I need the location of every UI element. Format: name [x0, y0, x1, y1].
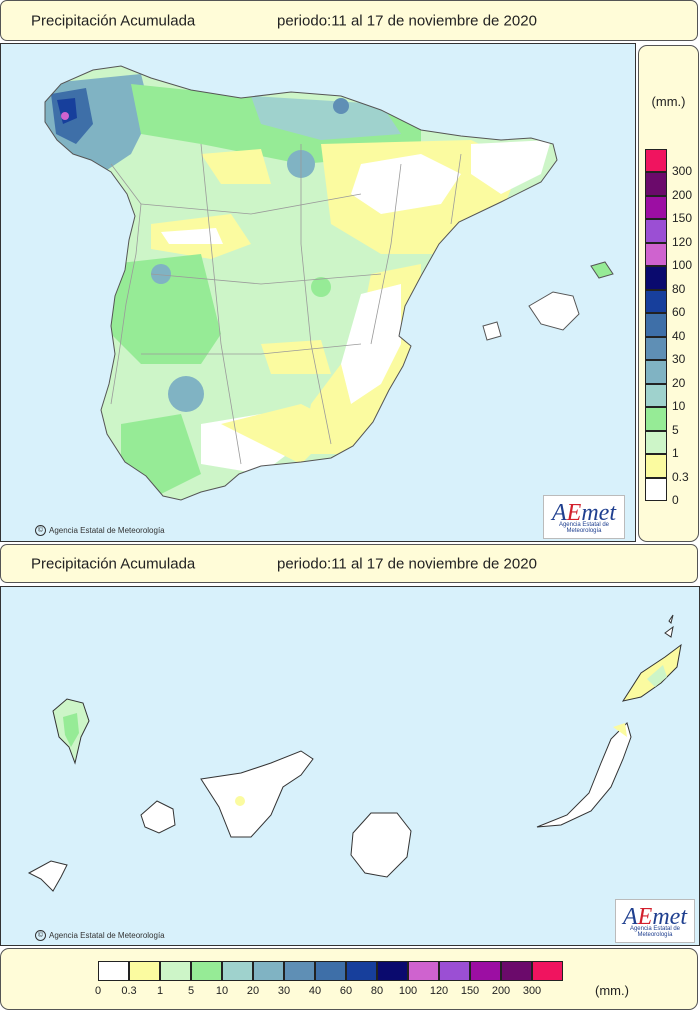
legend-label-120: 120 — [429, 985, 449, 997]
legend-swatch-40 — [315, 961, 346, 981]
legend-swatch-0 — [645, 477, 667, 501]
legend-label-300: 300 — [522, 985, 542, 997]
legend-label-80: 80 — [672, 281, 686, 296]
horizontal-legend-unit: (mm.) — [595, 983, 629, 998]
canarias-aemet-logo: AEmet Agencia Estatal de Meteorología — [615, 899, 695, 943]
legend-swatch-80 — [645, 266, 667, 290]
legend-label-200: 200 — [491, 985, 511, 997]
legend-swatch-80 — [377, 961, 408, 981]
vertical-legend: (mm.) 0 0.3 1 5 10 20 30 40 60 80 100 120 150 200 300 — [638, 45, 699, 542]
aemet-logo-subtitle: Agencia Estatal de Meteorología — [558, 522, 610, 534]
legend-swatch-20 — [253, 961, 284, 981]
horizontal-legend: 0 0.3 1 5 10 20 30 40 60 80 100 120 150 200 300 (mm.) — [0, 948, 698, 1010]
peninsula-map-graphic — [1, 44, 635, 541]
legend-label-40: 40 — [308, 985, 322, 997]
legend-label-1: 1 — [156, 985, 164, 997]
legend-label-80: 80 — [370, 985, 384, 997]
legend-swatch-10 — [222, 961, 253, 981]
legend-swatch-120 — [645, 219, 667, 243]
legend-label-0: 0 — [94, 985, 102, 997]
legend-swatch-40 — [645, 313, 667, 337]
canarias-title-bar: Precipitación Acumulada periodo:11 al 17… — [0, 544, 698, 583]
legend-swatch-100 — [408, 961, 439, 981]
canarias-map-graphic — [1, 587, 699, 945]
legend-swatch-60 — [346, 961, 377, 981]
peninsula-aemet-logo: AEmet Agencia Estatal de Meteorología — [543, 495, 625, 539]
legend-swatch-1 — [160, 961, 191, 981]
legend-swatch-200 — [501, 961, 532, 981]
peninsula-period-label: periodo:11 al 17 de noviembre de 2020 — [277, 12, 537, 29]
canarias-period-label: periodo:11 al 17 de noviembre de 2020 — [277, 555, 537, 572]
legend-swatch-120 — [439, 961, 470, 981]
legend-label-10: 10 — [672, 399, 686, 413]
canarias-credit: © Agencia Estatal de Meteorología — [35, 930, 165, 941]
legend-label-100: 100 — [672, 258, 693, 272]
legend-label-0.3: 0.3 — [121, 985, 137, 997]
legend-label-1: 1 — [672, 446, 679, 460]
aemet-logo-wordmark: AEmet — [623, 904, 687, 930]
vertical-legend-unit: (mm.) — [651, 94, 686, 109]
peninsula-map: © Agencia Estatal de Meteorología AEmet … — [0, 43, 636, 542]
aemet-logo-wordmark: AEmet — [552, 500, 616, 526]
legend-swatch-20 — [645, 360, 667, 384]
legend-label-0: 0 — [672, 493, 679, 507]
legend-label-40: 40 — [672, 328, 686, 343]
legend-label-20: 20 — [246, 985, 260, 997]
peninsula-credit-text: Agencia Estatal de Meteorología — [49, 526, 165, 535]
legend-swatch-0.3 — [129, 961, 160, 981]
legend-label-60: 60 — [672, 305, 686, 319]
legend-swatch-1 — [645, 430, 667, 454]
legend-swatch-300 — [532, 961, 563, 981]
legend-label-30: 30 — [672, 352, 686, 366]
legend-swatch-5 — [191, 961, 222, 981]
canarias-map-title: Precipitación Acumulada — [31, 555, 196, 572]
legend-swatch-60 — [645, 289, 667, 313]
copyright-icon: © — [35, 525, 46, 536]
legend-label-100: 100 — [398, 985, 418, 997]
peninsula-map-title: Precipitación Acumulada — [31, 12, 196, 29]
legend-swatch-5 — [645, 407, 667, 431]
legend-label-300: 300 — [672, 164, 693, 178]
aemet-logo-subtitle: Agencia Estatal de Meteorología — [629, 926, 681, 938]
legend-label-10: 10 — [215, 985, 229, 997]
legend-swatch-300 — [645, 148, 667, 172]
legend-swatch-0 — [98, 961, 129, 981]
legend-label-0.3: 0.3 — [672, 469, 689, 484]
peninsula-credit: © Agencia Estatal de Meteorología — [35, 525, 165, 536]
canarias-credit-text: Agencia Estatal de Meteorología — [49, 931, 165, 940]
legend-label-150: 150 — [672, 211, 693, 225]
canarias-map: © Agencia Estatal de Meteorología AEmet … — [0, 586, 700, 946]
legend-label-20: 20 — [672, 375, 686, 390]
legend-swatch-200 — [645, 172, 667, 196]
legend-swatch-150 — [470, 961, 501, 981]
legend-label-5: 5 — [672, 422, 679, 437]
legend-swatch-30 — [284, 961, 315, 981]
peninsula-title-bar: Precipitación Acumulada periodo:11 al 17… — [0, 0, 698, 41]
legend-swatch-30 — [645, 336, 667, 360]
legend-label-5: 5 — [187, 985, 195, 997]
legend-swatch-100 — [645, 242, 667, 266]
copyright-icon: © — [35, 930, 46, 941]
legend-swatch-10 — [645, 383, 667, 407]
legend-label-120: 120 — [672, 234, 693, 249]
legend-label-150: 150 — [460, 985, 480, 997]
legend-swatch-0.3 — [645, 454, 667, 478]
legend-swatch-150 — [645, 195, 667, 219]
legend-label-60: 60 — [339, 985, 353, 997]
legend-label-30: 30 — [277, 985, 291, 997]
legend-label-200: 200 — [672, 187, 693, 202]
